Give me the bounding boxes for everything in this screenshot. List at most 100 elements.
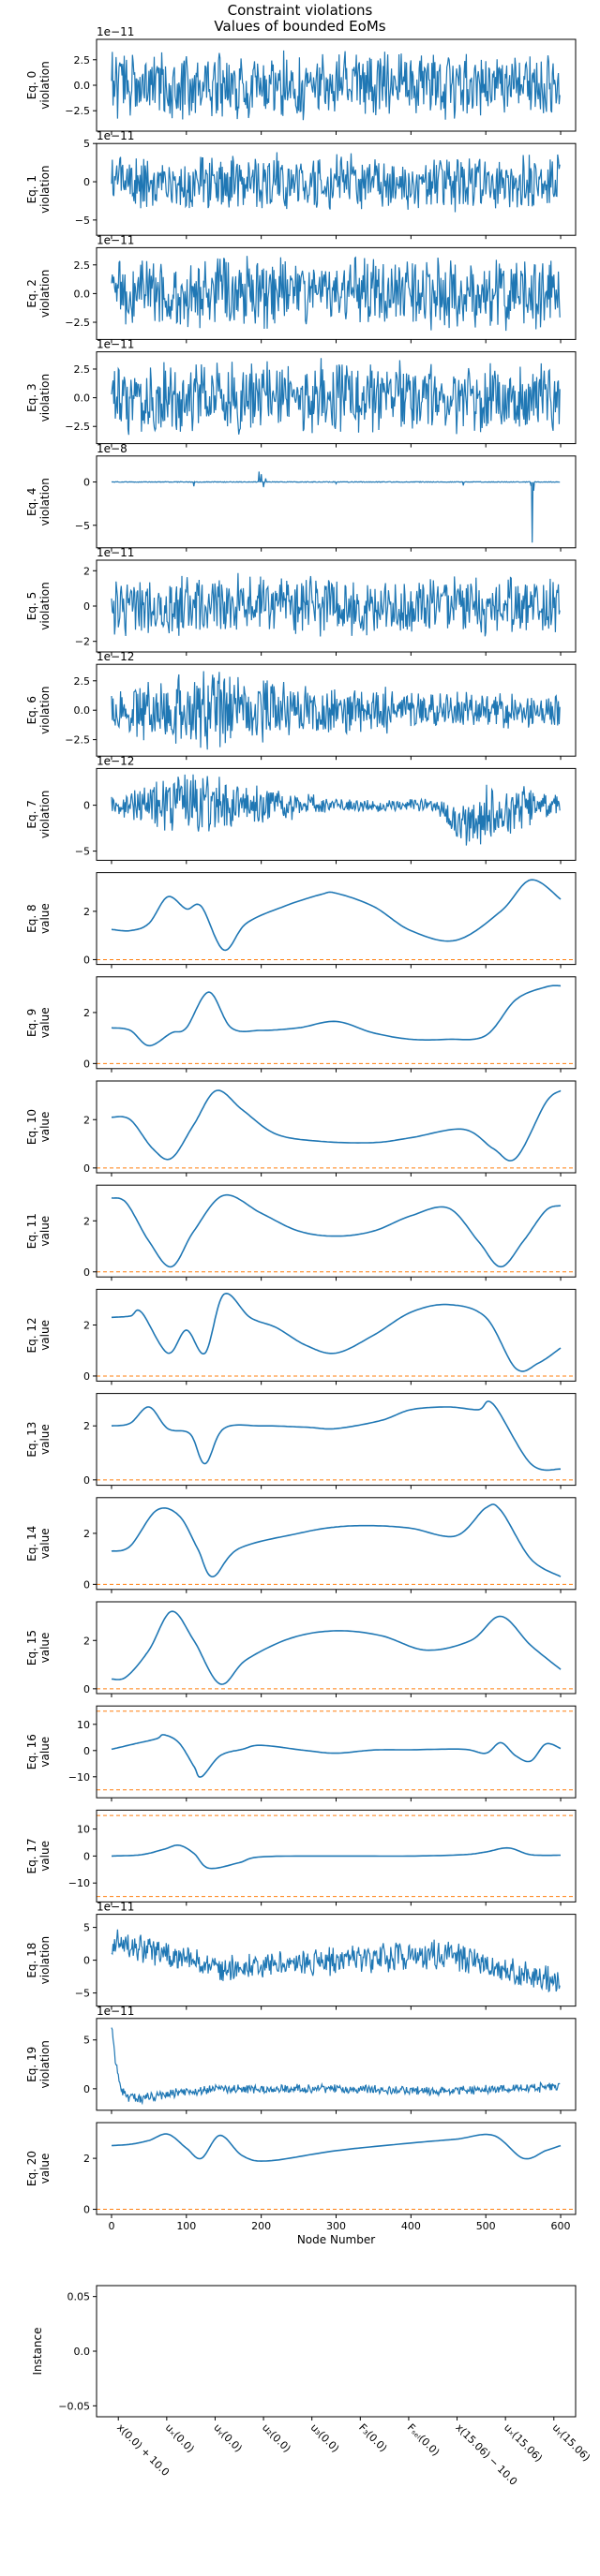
y-axis-label-14-1: value	[38, 1528, 52, 1559]
scale-label-5: 1e−11	[97, 546, 134, 559]
axes-frame-12	[96, 1288, 577, 1382]
subplot-20: 0 2 0 100 200 300 400 500 600 Eq. 20 value	[25, 2122, 577, 2232]
y-tick-label-2-2: −2.5	[65, 317, 90, 329]
y-tick-label-12-1: 2	[83, 1320, 90, 1332]
subplot-14: 0 2 Eq. 14 value	[25, 1497, 577, 1593]
axes-frame-9	[96, 976, 577, 1070]
subplot-1: 5 0 −5 1e−11 Eq. 1 violation	[25, 129, 577, 240]
series-line-18	[111, 1929, 561, 1993]
y-tick-label-17-2: −10	[68, 1877, 90, 1889]
y-tick-label-7-0: 0	[83, 800, 90, 812]
subplot-15: 0 2 Eq. 15 value	[25, 1601, 577, 1697]
subplot-21: 0.050.0−0.05x(0.0) + 10.0uₓ(0.0) uᵧ(0.0) u…	[31, 2285, 592, 2488]
axes-frame-11	[96, 1184, 577, 1278]
figure-title: Constraint violations	[227, 2, 373, 19]
axes-frame-21	[96, 2285, 577, 2418]
y-axis-label-3-0: Eq. 3	[25, 383, 38, 411]
subplot-18: 5 0 −5 1e−11 Eq. 18 violation	[25, 1901, 577, 2010]
y-tick-label-16-0: 10	[77, 1719, 90, 1731]
scale-label-6: 1e−12	[97, 650, 134, 663]
y-axis-label-5-0: Eq. 5	[25, 592, 38, 620]
y-axis-label-21-0: Instance	[31, 2327, 44, 2375]
series-line-16	[111, 1734, 562, 1778]
y-tick-label-0-0: 2.5	[74, 54, 91, 67]
y-tick-label-19-1: 0	[83, 2083, 90, 2095]
y-axis-label-4-1: violation	[38, 478, 52, 526]
y-axis-label-8-0: Eq. 8	[25, 904, 38, 932]
series-line-13	[111, 1400, 562, 1472]
axes-frame-20	[96, 2122, 577, 2215]
subplot-0: 2.5 0.0 −2.5 1e−11 Eq. 0 violation	[25, 25, 577, 135]
y-tick-label-18-1: 0	[83, 1955, 90, 1967]
y-axis-label-2-0: Eq. 2	[25, 279, 38, 307]
y-tick-label-8-1: 2	[83, 906, 90, 918]
instance-x-tick-label-1: uₓ(0.0)	[163, 2421, 197, 2455]
y-tick-label-5-0: 2	[83, 565, 90, 577]
y-tick-label-16-2: −10	[68, 1771, 90, 1784]
subplot-11: 0 2 Eq. 11 value	[25, 1184, 577, 1281]
y-axis-label-17-1: value	[38, 1841, 52, 1872]
x-tick-label-1: 100	[176, 2220, 196, 2232]
y-tick-label-0-2: −2.5	[65, 105, 90, 117]
figure-subtitle: Values of bounded EoMs	[214, 18, 386, 35]
instance-x-tick-label-4: u₃(0.0)	[308, 2421, 342, 2455]
instance-x-tick-label-5: F₃(0.0)	[356, 2421, 389, 2454]
series-line-12	[112, 1292, 562, 1372]
series-line-10	[112, 1089, 562, 1162]
x-tick-label-4: 400	[401, 2220, 421, 2232]
series-line-2	[111, 256, 561, 332]
y-axis-label-16-0: Eq. 16	[25, 1734, 38, 1769]
y-axis-label-0-1: violation	[38, 61, 52, 109]
y-axis-label-9-1: value	[38, 1007, 52, 1038]
y-tick-label-17-0: 10	[77, 1824, 90, 1836]
axes-frame-14	[96, 1497, 577, 1591]
y-tick-label-20-0: 0	[83, 2204, 90, 2216]
series-line-9	[111, 985, 562, 1047]
instance-x-tick-label-2: uᵧ(0.0)	[211, 2421, 244, 2454]
y-axis-label-3-1: violation	[38, 374, 52, 422]
subplot-17: 10 0 −10 Eq. 17 value	[25, 1809, 577, 1906]
instance-x-tick-label-3: u₂(0.0)	[260, 2421, 293, 2455]
y-axis-label-13-0: Eq. 13	[25, 1422, 38, 1458]
y-tick-label-19-0: 5	[83, 2035, 90, 2047]
y-tick-label-15-1: 2	[83, 1635, 90, 1647]
y-tick-label-11-0: 0	[83, 1266, 90, 1279]
y-tick-label-5-1: 0	[83, 600, 90, 613]
subplot-13: 0 2 Eq. 13 value	[25, 1393, 577, 1489]
y-tick-label-10-0: 0	[83, 1162, 90, 1175]
y-axis-label-11-0: Eq. 11	[25, 1213, 38, 1249]
y-axis-label-12-0: Eq. 12	[25, 1317, 38, 1353]
instance-x-tick-label-9: uᵧ(15.06)	[550, 2421, 592, 2464]
y-tick-label-4-1: −5	[75, 520, 90, 532]
x-tick-label-2: 200	[251, 2220, 271, 2232]
y-axis-label-12-1: value	[38, 1320, 52, 1351]
y-axis-label-7-1: violation	[38, 791, 52, 838]
y-tick-label-21-2: −0.05	[58, 2400, 90, 2412]
series-line-4	[111, 471, 561, 543]
y-axis-label-20-0: Eq. 20	[25, 2151, 38, 2186]
y-tick-label-13-1: 2	[83, 1420, 90, 1432]
scale-label-7: 1e−12	[97, 754, 134, 767]
y-tick-label-7-1: −5	[75, 846, 90, 858]
y-axis-label-4-0: Eq. 4	[25, 488, 38, 516]
x-tick-label-6: 600	[551, 2220, 571, 2232]
y-axis-label-1-0: Eq. 1	[25, 175, 38, 203]
subplot-7: 0 −5 1e−12 Eq. 7 violation	[25, 754, 577, 865]
scale-label-0: 1e−11	[97, 25, 134, 38]
y-axis-label-0-0: Eq. 0	[25, 71, 38, 99]
scale-label-2: 1e−11	[97, 233, 134, 246]
y-axis-label-9-0: Eq. 9	[25, 1009, 38, 1037]
subplot-12: 0 2 Eq. 12 value	[25, 1288, 577, 1385]
y-tick-label-16-1: 0	[83, 1745, 90, 1757]
y-tick-label-6-0: 2.5	[74, 675, 91, 688]
axes-frame-8	[96, 872, 577, 966]
y-tick-label-11-1: 2	[83, 1215, 90, 1227]
y-axis-label-19-0: Eq. 19	[25, 2047, 38, 2082]
y-axis-label-17-0: Eq. 17	[25, 1838, 38, 1873]
scale-label-1: 1e−11	[97, 129, 134, 142]
y-axis-label-8-1: value	[38, 903, 52, 934]
y-axis-label-6-0: Eq. 6	[25, 696, 38, 724]
axes-frame-4	[96, 455, 577, 549]
y-axis-label-18-0: Eq. 18	[25, 1943, 38, 1978]
